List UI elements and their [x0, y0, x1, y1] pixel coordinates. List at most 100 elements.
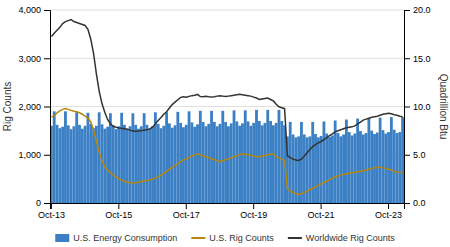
bar [157, 124, 160, 203]
x-axis: Oct-13Oct-15Oct-17Oct-19Oct-21Oct-23 [38, 203, 405, 220]
bar [61, 127, 64, 203]
bar [320, 136, 323, 203]
y-tick-mark [44, 58, 50, 59]
bar [323, 121, 326, 203]
bar [171, 128, 174, 203]
x-tick-mark [253, 203, 254, 209]
bar [306, 137, 309, 203]
bar [56, 125, 59, 203]
bar [72, 126, 75, 203]
bar [345, 120, 348, 203]
bar [272, 125, 275, 203]
x-tick: Oct-23 [375, 203, 402, 220]
bar [81, 129, 84, 203]
bar [235, 121, 238, 203]
bar [213, 122, 216, 203]
y-tick-mark [44, 155, 50, 156]
bar [382, 130, 385, 203]
bar [112, 125, 115, 203]
y-tick: 3,000 [18, 54, 50, 64]
chart: Oct-13Oct-15Oct-17Oct-19Oct-21Oct-230 1,0… [0, 0, 450, 247]
bar [275, 123, 278, 203]
bar [244, 110, 247, 203]
bar [210, 111, 213, 203]
x-tick-mark [388, 203, 389, 209]
bar [221, 111, 224, 203]
y2-tick-label: 5.0 [413, 150, 426, 160]
bar [238, 126, 241, 203]
x-tick-label: Oct-15 [105, 210, 132, 220]
y-axis-title: Rig Counts [2, 82, 13, 131]
grid-line [50, 58, 404, 59]
y2-tick-label: 0.0 [413, 198, 426, 208]
bar [337, 133, 340, 203]
bar [227, 126, 230, 203]
bar [317, 137, 320, 203]
bar [393, 130, 396, 203]
y-axis-line [44, 11, 51, 204]
x-tick-mark [186, 203, 187, 209]
y2-tick-label: 20.0 [413, 5, 431, 15]
bar [359, 131, 362, 203]
bar [193, 127, 196, 203]
bar [379, 118, 382, 203]
bar [311, 122, 314, 203]
legend-label: Worldwide Rig Counts [306, 233, 395, 243]
y2-axis-title: Quadrillion Btu [438, 74, 449, 140]
bar [264, 123, 267, 203]
bar [230, 123, 233, 203]
bar [148, 129, 151, 203]
legend-swatch [55, 234, 69, 242]
x-tick: Oct-19 [240, 203, 267, 220]
y-tick-label: 0 [36, 198, 41, 208]
bar [365, 133, 368, 203]
bar [120, 113, 123, 203]
line [51, 20, 402, 161]
grid-line [50, 10, 404, 11]
line [51, 108, 402, 194]
legend-item: Worldwide Rig Counts [288, 233, 395, 243]
bar [300, 122, 303, 203]
legend-swatch [191, 237, 205, 239]
bar [176, 112, 179, 203]
bar [92, 128, 95, 203]
bar [252, 123, 255, 203]
bar [266, 110, 269, 203]
bar [196, 124, 199, 203]
bar [297, 136, 300, 203]
bar [308, 136, 311, 203]
bar [182, 127, 185, 203]
y-tick-mark [44, 10, 50, 11]
bar [70, 129, 73, 203]
bar [339, 136, 342, 203]
bar [129, 126, 132, 203]
legend-swatch [288, 237, 302, 239]
y2-tick-mark [404, 10, 410, 11]
bar [280, 121, 283, 203]
x-tick-mark [51, 203, 52, 209]
bar [199, 111, 202, 203]
bar [185, 125, 188, 203]
y2-tick: 20.0 [404, 5, 431, 15]
y-tick: 1,000 [18, 150, 50, 160]
y2-axis: 0.05.010.015.020.0 [404, 5, 431, 208]
x-tick-label: Oct-19 [240, 210, 267, 220]
bar [106, 127, 109, 203]
legend-item: U.S. Rig Counts [191, 233, 274, 243]
bar [202, 122, 205, 203]
y-tick: 2,000 [18, 102, 50, 112]
legend-item: U.S. Energy Consumption [55, 233, 177, 243]
bar [258, 121, 261, 203]
y2-tick-mark [404, 155, 410, 156]
bar [261, 125, 264, 203]
y2-tick-label: 15.0 [413, 54, 431, 64]
bar [78, 125, 81, 203]
y2-tick: 0.0 [404, 198, 426, 208]
bar [325, 134, 328, 203]
bar [362, 134, 365, 203]
bar [356, 119, 359, 203]
y-tick-label: 2,000 [18, 102, 41, 112]
bar [396, 133, 399, 203]
bar [205, 126, 208, 203]
bar [162, 126, 165, 203]
